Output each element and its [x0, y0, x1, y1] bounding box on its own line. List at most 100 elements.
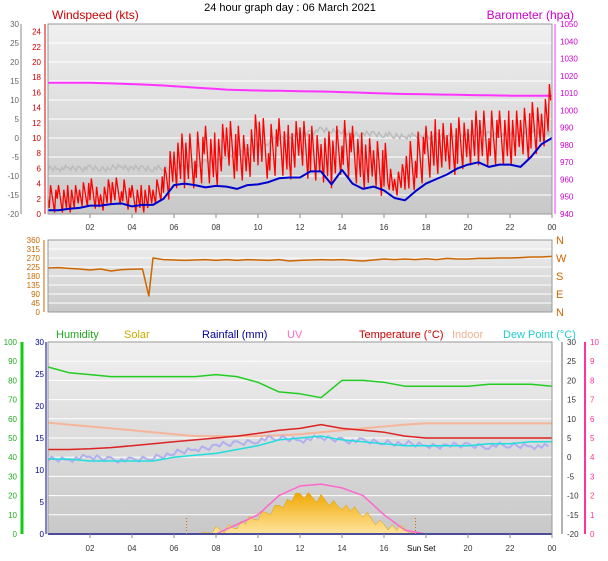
x-tick-label: 12	[296, 223, 305, 232]
barometer-tick-label: 960	[560, 175, 574, 184]
x-tick-label: 10	[254, 223, 263, 232]
temp-right-tick-label: -5	[567, 472, 575, 481]
x-tick-label: 00	[548, 223, 557, 232]
x-tick-label: 04	[128, 223, 137, 232]
x-tick-label: 08	[212, 223, 221, 232]
barometer-tick-label: 1050	[560, 20, 578, 29]
barometer-label: Barometer (hpa)	[487, 8, 574, 22]
panel-border	[47, 341, 553, 535]
outdoor-temp-line	[47, 434, 550, 465]
wind-outer-tick-label: -10	[7, 172, 19, 181]
direction-tick-label: 315	[27, 245, 41, 254]
wind-inner-tick-label: 8	[37, 149, 42, 158]
barometer-tick-label: 940	[560, 210, 574, 219]
wind-outer-tick-label: 20	[10, 58, 19, 67]
x-tick-label: 18	[422, 223, 431, 232]
wind-outer-tick-label: -15	[7, 191, 19, 200]
grid-lines	[48, 23, 552, 535]
x-tick-label: 12	[296, 544, 305, 553]
humidity-line	[47, 366, 553, 399]
x-tick-label: 14	[338, 544, 347, 553]
temperature-line	[48, 423, 552, 451]
axes: 302520151050-5-10-15-2024222018161412108…	[4, 20, 600, 553]
humidity-tick-label: 10	[8, 511, 17, 520]
x-tick-label: 10	[254, 544, 263, 553]
legend-uv: UV	[287, 329, 303, 341]
x-tick-label: 08	[212, 544, 221, 553]
temp-left-tick-label: 30	[35, 338, 44, 347]
barometer-tick-label: 1040	[560, 37, 578, 46]
legend-solar: Solar	[124, 329, 150, 341]
temp-right-tick-label: 5	[567, 434, 572, 443]
direction-tick-label: 90	[31, 290, 40, 299]
humidity-tick-label: 90	[8, 357, 17, 366]
x-tick-label: 22	[506, 544, 515, 553]
wind-inner-tick-label: 24	[32, 28, 41, 37]
barometer-tick-label: 990	[560, 124, 574, 133]
humidity-tick-label: 70	[8, 396, 17, 405]
direction-tick-label: 225	[27, 263, 41, 272]
humidity-tick-label: 20	[8, 492, 17, 501]
x-tick-label: 20	[464, 544, 473, 553]
windspeed-label: Windspeed (kts)	[52, 8, 139, 22]
uv-tick-label: 6	[590, 415, 595, 424]
wind-inner-tick-label: 4	[37, 180, 42, 189]
x-tick-label: 02	[86, 544, 95, 553]
legend-rainfall: Rainfall (mm)	[202, 329, 267, 341]
x-tick-label: 20	[464, 223, 473, 232]
direction-tick-label: 45	[31, 299, 40, 308]
temp-left-tick-label: 10	[35, 466, 44, 475]
temp-left-tick-label: 0	[40, 530, 45, 539]
uv-tick-label: 5	[590, 434, 595, 443]
humidity-tick-label: 80	[8, 376, 17, 385]
temp-right-tick-label: 20	[567, 376, 576, 385]
wind-inner-tick-label: 16	[32, 88, 41, 97]
temp-right-tick-label: -15	[567, 511, 579, 520]
wind-outer-tick-label: 30	[10, 20, 19, 29]
barometer-tick-label: 1030	[560, 55, 578, 64]
barometer-tick-label: 1020	[560, 72, 578, 81]
humidity-tick-label: 100	[4, 338, 18, 347]
average-wind-line	[48, 137, 553, 212]
temp-left-tick-label: 5	[40, 498, 45, 507]
temp-right-tick-label: -20	[567, 530, 579, 539]
chart-title: 24 hour graph day : 06 March 2021	[204, 2, 376, 14]
wind-inner-tick-label: 14	[32, 104, 41, 113]
humidity-tick-label: 50	[8, 434, 17, 443]
uv-tick-label: 4	[590, 453, 595, 462]
uv-tick-label: 1	[590, 511, 595, 520]
wind-inner-tick-label: 20	[32, 58, 41, 67]
uv-tick-label: 9	[590, 357, 595, 366]
x-tick-label: 00	[548, 544, 557, 553]
humidity-tick-label: 30	[8, 472, 17, 481]
humidity-tick-label: 40	[8, 453, 17, 462]
wind-direction-line	[47, 255, 553, 297]
x-tick-label: 16	[380, 223, 389, 232]
sunset-label: Sun Set	[407, 544, 436, 553]
legend-temperature: Temperature (°C)	[359, 329, 443, 341]
barometer-tick-label: 980	[560, 141, 574, 150]
wind-inner-tick-label: 0	[37, 210, 42, 219]
legend-indoor: Indoor	[452, 329, 484, 341]
panel-border	[47, 239, 553, 313]
x-tick-label: 16	[380, 544, 389, 553]
uv-tick-label: 8	[590, 376, 595, 385]
temp-left-tick-label: 15	[35, 434, 44, 443]
compass-label: S	[556, 271, 563, 283]
direction-tick-label: 180	[27, 272, 41, 281]
temp-right-tick-label: -10	[567, 492, 579, 501]
direction-tick-label: 270	[27, 254, 41, 263]
legend-humidity: Humidity	[56, 329, 99, 341]
x-tick-label: 22	[506, 223, 515, 232]
temp-right-tick-label: 10	[567, 415, 576, 424]
wind-outer-tick-label: 25	[10, 39, 19, 48]
wind-inner-tick-label: 2	[37, 195, 42, 204]
wind-inner-tick-label: 6	[37, 164, 42, 173]
direction-tick-label: 360	[27, 236, 41, 245]
uv-tick-label: 3	[590, 472, 595, 481]
x-tick-label: 14	[338, 223, 347, 232]
temp-left-tick-label: 20	[35, 402, 44, 411]
wind-inner-tick-label: 18	[32, 73, 41, 82]
indoor-line	[47, 421, 552, 438]
uv-tick-label: 0	[590, 530, 595, 539]
